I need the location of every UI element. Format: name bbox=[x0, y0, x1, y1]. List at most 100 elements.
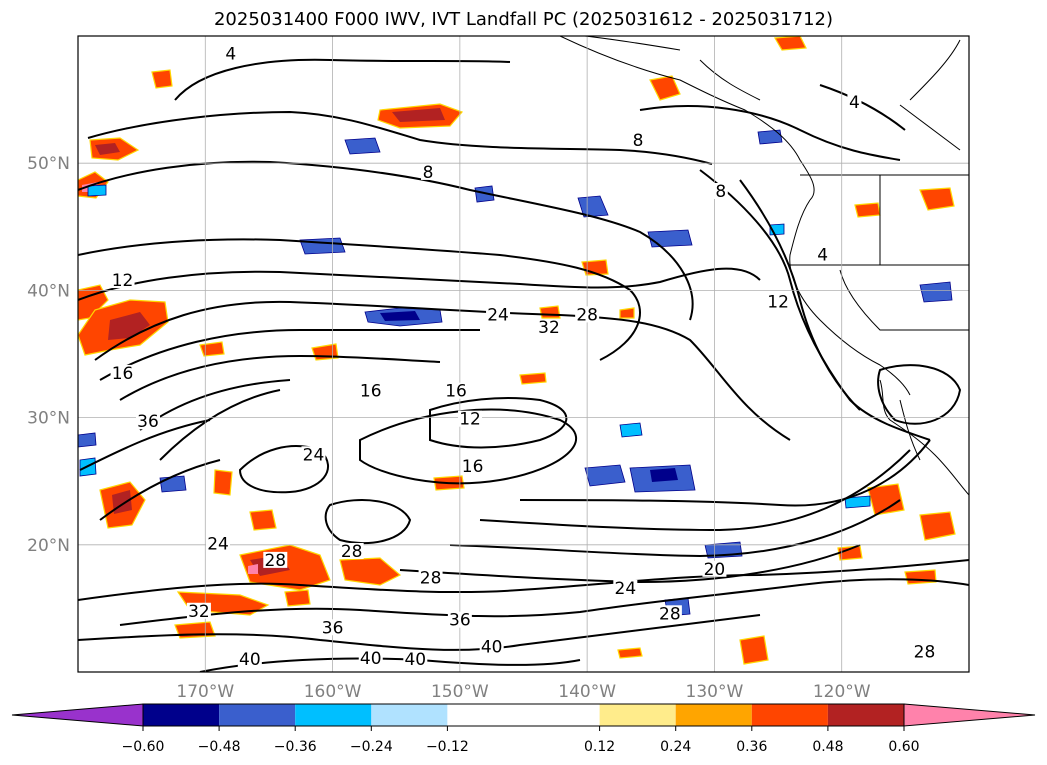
longitude-tick-label: 140°W bbox=[558, 682, 616, 702]
contour-label: 28 bbox=[341, 542, 363, 562]
contour-label: 16 bbox=[360, 382, 382, 402]
contour-label: 4 bbox=[817, 246, 828, 266]
contour-label: 36 bbox=[449, 611, 471, 631]
contour-label: 8 bbox=[715, 182, 726, 202]
contour-label: 28 bbox=[659, 604, 681, 624]
colorbar-tick-labels: −0.60 −0.48 −0.36 −0.24 −0.12 0.12 0.24 0.36 0.4… bbox=[122, 726, 920, 755]
colorbar-segment bbox=[675, 704, 752, 726]
contour-label: 40 bbox=[239, 650, 261, 670]
colorbar-tick-label: 0.12 bbox=[584, 739, 615, 755]
colorbar-tick-label: −0.12 bbox=[426, 739, 469, 755]
contour-label: 16 bbox=[462, 457, 484, 477]
contour-label: 8 bbox=[423, 163, 434, 183]
contour-label-halo bbox=[421, 163, 436, 180]
contour-label: 28 bbox=[576, 305, 598, 325]
latitude-tick-label: 50°N bbox=[27, 154, 70, 174]
contour-label-halo bbox=[847, 93, 862, 110]
contour-label-halo bbox=[136, 413, 161, 430]
contour-label: 4 bbox=[225, 45, 236, 65]
contour-label-halo bbox=[458, 410, 483, 427]
contour-label: 20 bbox=[704, 560, 726, 580]
colorbar-segment bbox=[143, 704, 220, 726]
colorbar-tick-label: −0.36 bbox=[274, 739, 317, 755]
contour-label: 32 bbox=[188, 602, 210, 622]
contour-label-halo bbox=[657, 605, 682, 622]
colorbar-segment bbox=[371, 704, 448, 726]
colorbar-tick-label: −0.60 bbox=[122, 739, 165, 755]
contour-label-halo bbox=[206, 535, 231, 552]
colorbar-tick-label: −0.24 bbox=[350, 739, 393, 755]
iwv-contour-labels: 4 4 8 8 8 4 12 24 32 28 12 16 16 16 12 36 16 24 20 24 28 28 28… bbox=[110, 45, 937, 670]
contour-label: 16 bbox=[445, 382, 467, 402]
contour-label-halo bbox=[237, 651, 262, 668]
map-area: 4 4 8 8 8 4 12 24 32 28 12 16 16 16 12 36 16 24 20 24 28 28 28… bbox=[78, 36, 969, 672]
contour-label: 24 bbox=[303, 445, 325, 465]
colorbar-segment bbox=[827, 704, 904, 726]
contour-label: 40 bbox=[404, 650, 426, 670]
contour-label-halo bbox=[631, 132, 646, 149]
contour-label: 16 bbox=[112, 364, 134, 384]
colorbar-extend-high bbox=[903, 703, 1036, 727]
contour-label-halo bbox=[110, 272, 135, 289]
contour-label: 40 bbox=[360, 649, 382, 669]
longitude-tick-label: 160°W bbox=[304, 682, 362, 702]
contour-label-halo bbox=[110, 364, 135, 381]
contour-label-halo bbox=[479, 638, 504, 655]
longitude-tick-label: 130°W bbox=[686, 682, 744, 702]
contour-label: 12 bbox=[112, 271, 134, 291]
contour-label-halo bbox=[486, 306, 511, 323]
colorbar-frame bbox=[142, 703, 905, 727]
contour-label: 28 bbox=[264, 551, 286, 571]
iwv-contours bbox=[78, 58, 969, 672]
ivt-shading-positive bbox=[78, 36, 956, 665]
map-title: 2025031400 F000 IWV, IVT Landfall PC (20… bbox=[213, 9, 834, 30]
coastlines bbox=[559, 36, 969, 496]
contour-label: 24 bbox=[487, 305, 509, 325]
colorbar-tick-label: 0.36 bbox=[736, 739, 767, 755]
colorbar-segment bbox=[599, 704, 676, 726]
contour-label: 4 bbox=[849, 93, 860, 113]
contour-label-halo bbox=[358, 382, 383, 399]
contour-label-halo bbox=[536, 319, 561, 336]
contour-label: 32 bbox=[538, 318, 560, 338]
contour-label-halo bbox=[575, 306, 600, 323]
contour-label-halo bbox=[613, 579, 638, 596]
contour-label-halo bbox=[418, 569, 443, 586]
contour-label-halo bbox=[447, 611, 472, 628]
longitude-labels: 170°W 160°W 150°W 140°W 130°W 120°W bbox=[176, 682, 870, 702]
longitude-tick-label: 120°W bbox=[813, 682, 871, 702]
colorbar-extend-low bbox=[11, 703, 144, 727]
contour-label-halo bbox=[339, 542, 364, 559]
latitude-tick-label: 40°N bbox=[27, 281, 70, 301]
contour-label: 12 bbox=[767, 293, 789, 313]
contour-label: 24 bbox=[207, 534, 229, 554]
contour-label: 12 bbox=[459, 410, 481, 430]
colorbar bbox=[11, 703, 1036, 727]
colorbar-segment bbox=[751, 704, 828, 726]
contour-label: 8 bbox=[633, 131, 644, 151]
contour-label-halo bbox=[713, 183, 728, 199]
contour-label: 28 bbox=[914, 642, 936, 662]
colorbar-segment bbox=[219, 704, 296, 726]
contour-label-halo bbox=[263, 551, 288, 568]
contour-label-halo bbox=[358, 649, 383, 666]
contour-label: 40 bbox=[481, 637, 503, 657]
contour-label-halo bbox=[320, 619, 345, 636]
longitude-tick-label: 170°W bbox=[176, 682, 234, 702]
contour-label-halo bbox=[403, 651, 428, 668]
contour-label: 36 bbox=[137, 412, 159, 432]
contour-label-halo bbox=[912, 643, 937, 660]
latitude-labels: 50°N 40°N 30°N 20°N bbox=[27, 154, 70, 556]
colorbar-segment bbox=[447, 704, 600, 726]
contour-label-halo bbox=[815, 246, 830, 263]
map-frame bbox=[77, 35, 970, 673]
contour-label-halo bbox=[301, 446, 326, 463]
contour-label-halo bbox=[766, 293, 791, 310]
colorbar-tick-label: 0.48 bbox=[812, 739, 843, 755]
contour-label: 36 bbox=[322, 618, 344, 638]
contour-label-halo bbox=[460, 457, 485, 474]
contour-label-halo bbox=[702, 560, 727, 577]
contour-label-halo bbox=[444, 382, 469, 399]
colorbar-tick-label: 0.24 bbox=[660, 739, 691, 755]
